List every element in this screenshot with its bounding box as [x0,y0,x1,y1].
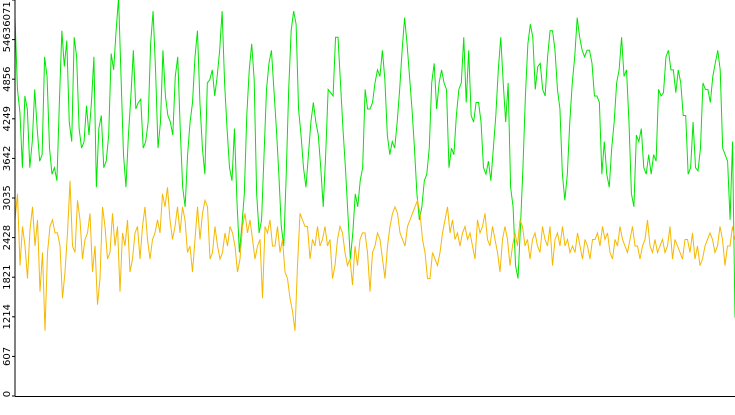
y-tick-label: 607 [2,347,13,366]
series-line-2 [14,180,735,331]
y-tick-label: 0 [2,391,13,397]
y-tick-label: 4856 [2,66,13,91]
y-tick-label: 4249 [2,106,13,131]
y-tick-label: 3642 [2,146,13,171]
series-layer [14,0,735,331]
y-tick-label: 2428 [2,225,13,250]
y-tick-label: 6071 [2,1,13,26]
y-tick-label: 5463 [2,27,13,52]
y-tick-label: 1214 [2,304,13,329]
series-line-1 [14,0,735,318]
y-tick-label: 1821 [2,264,13,289]
y-tick-label: 3035 [2,185,13,210]
